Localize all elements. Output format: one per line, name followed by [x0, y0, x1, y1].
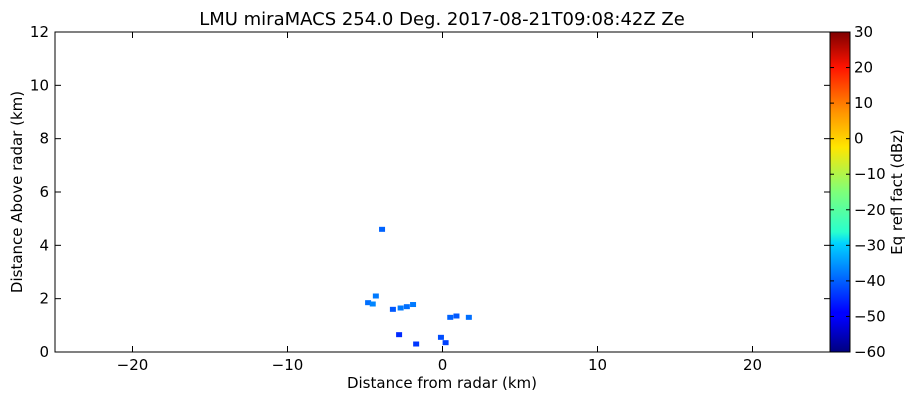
echo-pixel [379, 226, 386, 232]
colorbar-tick-label: −30 [854, 236, 886, 254]
colorbar-tick-label: −40 [854, 272, 886, 290]
x-tick-label: −20 [117, 356, 149, 374]
y-tick-label: 10 [30, 76, 49, 94]
colorbar-tick-label: −50 [854, 307, 886, 325]
colorbar-ticks: −60 −50 −40 −30 −20 −10 0 10 20 30 [830, 23, 886, 361]
colorbar-tick-label: −60 [854, 343, 886, 361]
echo-pixel [397, 305, 404, 311]
echo-pixel [447, 314, 454, 320]
colorbar [829, 31, 851, 353]
echo-pixel [410, 302, 417, 308]
echo-pixel [442, 340, 449, 346]
plot-area [55, 32, 830, 352]
colorbar-tick-label: −20 [854, 201, 886, 219]
colorbar-label: Eq refl fact (dBz) [888, 129, 906, 255]
y-tick-label: 2 [39, 290, 49, 308]
y-tick-label: 12 [30, 23, 49, 41]
echo-pixel [389, 306, 396, 312]
y-axis-label: Distance Above radar (km) [8, 91, 26, 293]
echo-layer [365, 226, 472, 347]
echo-pixel [396, 332, 403, 338]
x-tick-label: −10 [272, 356, 304, 374]
echo-pixel [437, 334, 444, 340]
x-axis: −20 −10 0 10 20 [117, 32, 762, 374]
colorbar-tick-label: 30 [854, 23, 873, 41]
x-tick-label: 0 [438, 356, 448, 374]
y-tick-label: 8 [39, 130, 49, 148]
x-tick-label: 10 [588, 356, 607, 374]
chart-title: LMU miraMACS 254.0 Deg. 2017-08-21T09:08… [199, 9, 685, 30]
echo-pixel [403, 304, 410, 310]
colorbar-tick-label: −10 [854, 165, 886, 183]
x-axis-label: Distance from radar (km) [347, 374, 537, 392]
echo-pixel [365, 300, 372, 306]
y-tick-label: 0 [39, 343, 49, 361]
x-tick-label: 20 [743, 356, 762, 374]
colorbar-tick-label: 20 [854, 59, 873, 77]
y-tick-label: 6 [39, 183, 49, 201]
y-axis: 0 2 4 6 8 10 12 [30, 23, 830, 361]
y-tick-label: 4 [39, 236, 49, 254]
echo-pixel [372, 293, 379, 299]
echo-pixel [369, 301, 376, 307]
colorbar-tick-label: 0 [854, 130, 864, 148]
echo-pixel [413, 341, 420, 347]
colorbar-tick-label: 10 [854, 94, 873, 112]
echo-pixel [453, 313, 460, 319]
echo-pixel [465, 314, 472, 320]
